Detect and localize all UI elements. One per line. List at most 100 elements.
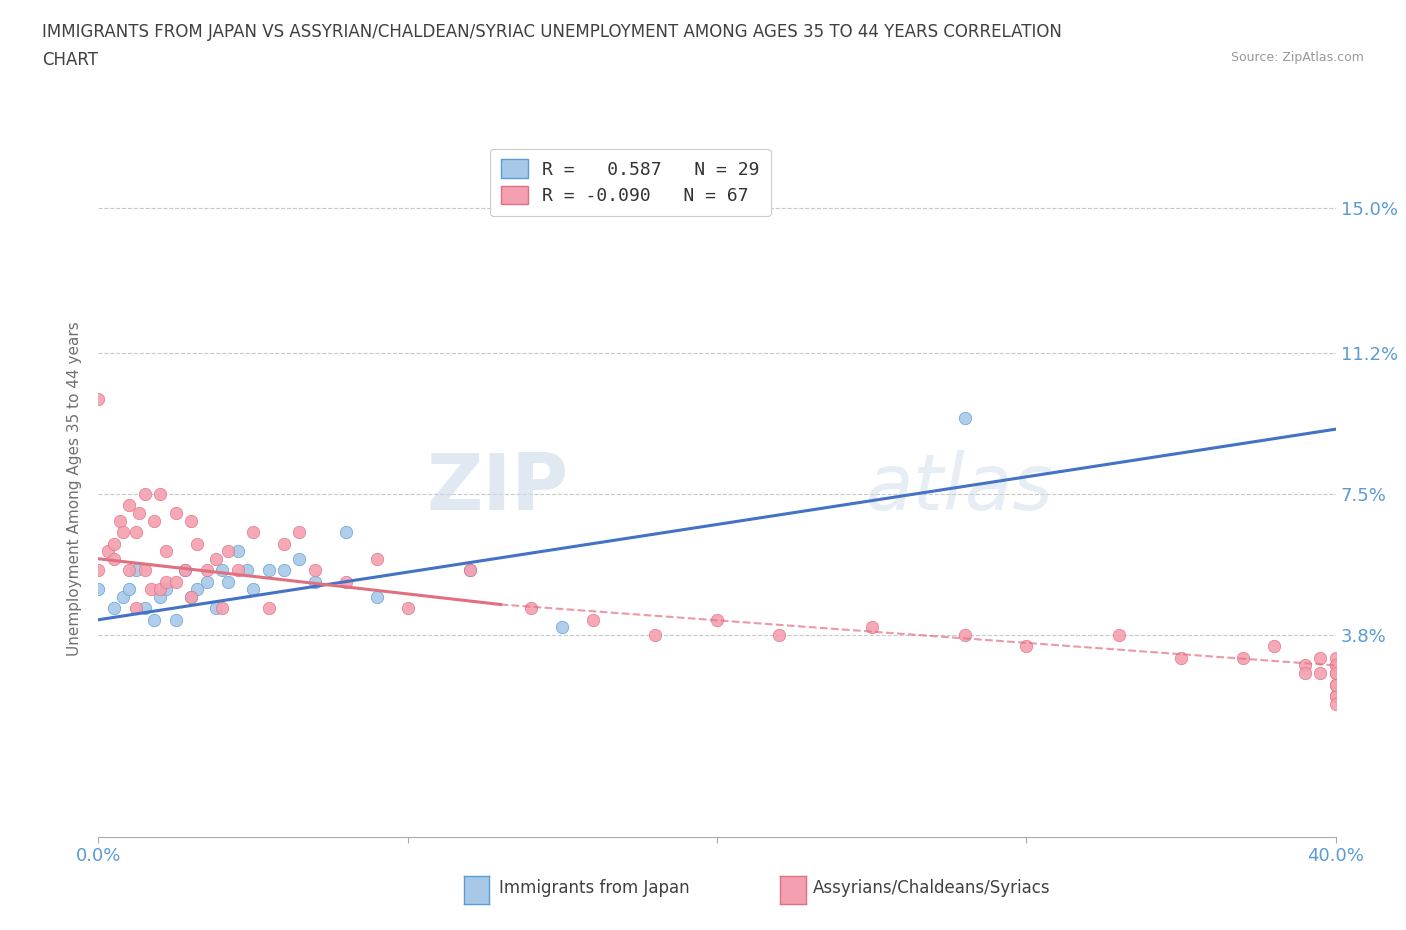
Point: [134, 563, 156, 578]
Point: [217, 544, 239, 559]
Point: [165, 506, 187, 521]
Point: [366, 551, 388, 566]
Point: [1015, 639, 1038, 654]
Point: [706, 612, 728, 627]
Point: [195, 563, 218, 578]
Point: [953, 628, 976, 643]
Point: [149, 486, 172, 501]
Text: Source: ZipAtlas.com: Source: ZipAtlas.com: [1230, 51, 1364, 64]
Point: [118, 582, 141, 597]
Legend: R =   0.587   N = 29, R = -0.090   N = 67: R = 0.587 N = 29, R = -0.090 N = 67: [491, 149, 770, 216]
Point: [134, 486, 156, 501]
Point: [1324, 658, 1347, 673]
Point: [211, 563, 233, 578]
Point: [1324, 658, 1347, 673]
Point: [211, 601, 233, 616]
Point: [174, 563, 197, 578]
Point: [458, 563, 481, 578]
Point: [1324, 650, 1347, 665]
Point: [1324, 666, 1347, 681]
Point: [103, 551, 125, 566]
Point: [257, 601, 280, 616]
Point: [165, 612, 187, 627]
Point: [273, 563, 295, 578]
Point: [143, 612, 166, 627]
Point: [953, 410, 976, 425]
Text: atlas: atlas: [866, 450, 1053, 526]
Point: [1263, 639, 1285, 654]
Point: [124, 601, 146, 616]
Text: Immigrants from Japan: Immigrants from Japan: [499, 879, 690, 897]
Point: [1324, 677, 1347, 692]
Point: [1324, 677, 1347, 692]
Point: [236, 563, 259, 578]
Point: [108, 513, 131, 528]
Point: [582, 612, 605, 627]
Point: [1324, 666, 1347, 681]
Point: [97, 544, 120, 559]
Point: [174, 563, 197, 578]
Point: [1232, 650, 1254, 665]
Point: [1324, 688, 1347, 703]
Point: [118, 563, 141, 578]
Point: [195, 574, 218, 589]
Point: [366, 590, 388, 604]
Point: [155, 582, 177, 597]
Point: [118, 498, 141, 512]
Text: CHART: CHART: [42, 51, 98, 69]
Point: [226, 544, 249, 559]
Point: [1309, 666, 1331, 681]
Point: [180, 590, 202, 604]
Point: [335, 574, 357, 589]
Point: [155, 544, 177, 559]
Point: [1108, 628, 1130, 643]
Point: [520, 601, 543, 616]
Point: [242, 525, 264, 539]
Point: [1294, 666, 1316, 681]
Point: [768, 628, 790, 643]
Point: [103, 536, 125, 551]
Point: [304, 563, 326, 578]
Point: [1309, 650, 1331, 665]
Point: [155, 574, 177, 589]
Point: [143, 513, 166, 528]
Point: [226, 563, 249, 578]
Point: [165, 574, 187, 589]
Y-axis label: Unemployment Among Ages 35 to 44 years: Unemployment Among Ages 35 to 44 years: [67, 321, 83, 656]
Point: [396, 601, 419, 616]
Point: [242, 582, 264, 597]
Text: ZIP: ZIP: [426, 450, 568, 526]
Text: IMMIGRANTS FROM JAPAN VS ASSYRIAN/CHALDEAN/SYRIAC UNEMPLOYMENT AMONG AGES 35 TO : IMMIGRANTS FROM JAPAN VS ASSYRIAN/CHALDE…: [42, 23, 1062, 41]
Point: [103, 601, 125, 616]
Point: [180, 513, 202, 528]
Point: [288, 551, 311, 566]
Point: [205, 551, 228, 566]
Point: [124, 563, 146, 578]
Point: [644, 628, 666, 643]
Point: [87, 563, 110, 578]
Point: [186, 536, 208, 551]
Point: [1294, 658, 1316, 673]
Point: [149, 590, 172, 604]
Point: [128, 506, 150, 521]
Point: [134, 601, 156, 616]
Point: [87, 582, 110, 597]
Point: [112, 525, 135, 539]
Point: [205, 601, 228, 616]
Point: [180, 590, 202, 604]
Point: [288, 525, 311, 539]
Point: [860, 620, 883, 635]
Point: [551, 620, 574, 635]
Point: [186, 582, 208, 597]
Point: [87, 392, 110, 406]
Point: [139, 582, 162, 597]
Point: [1324, 677, 1347, 692]
Point: [1324, 697, 1347, 711]
Point: [149, 582, 172, 597]
Point: [273, 536, 295, 551]
Text: Assyrians/Chaldeans/Syriacs: Assyrians/Chaldeans/Syriacs: [813, 879, 1050, 897]
Point: [304, 574, 326, 589]
Point: [257, 563, 280, 578]
Point: [458, 563, 481, 578]
Point: [124, 525, 146, 539]
